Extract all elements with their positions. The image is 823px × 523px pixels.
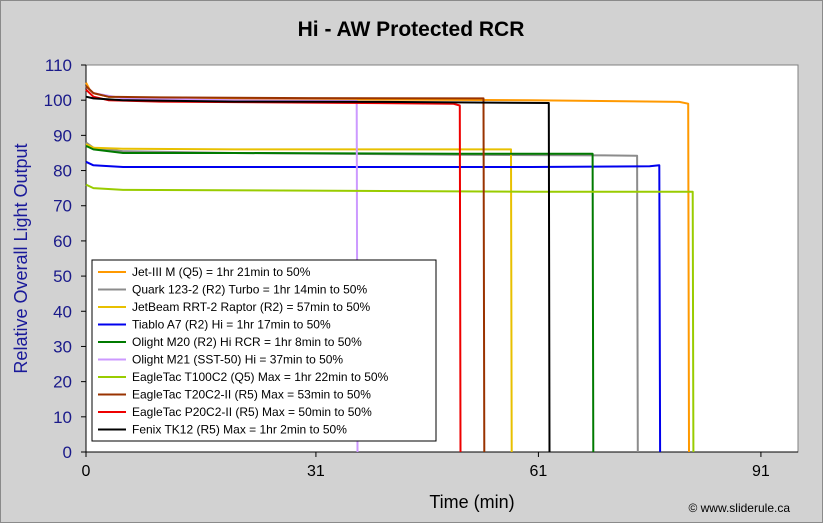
y-tick-label: 40 — [53, 302, 72, 321]
x-axis-label: Time (min) — [429, 492, 514, 512]
legend-label-1: Quark 123-2 (R2) Turbo = 1hr 14min to 50… — [132, 283, 367, 297]
y-tick-label: 0 — [63, 443, 72, 462]
x-tick-label: 31 — [307, 463, 325, 480]
legend-label-9: Fenix TK12 (R5) Max = 1hr 2min to 50% — [132, 423, 347, 437]
series-line-4 — [85, 144, 595, 453]
y-tick-label: 90 — [53, 126, 72, 145]
y-tick-label: 110 — [45, 56, 72, 75]
y-tick-label: 50 — [53, 267, 72, 286]
legend-box — [91, 259, 437, 442]
series-line-6 — [85, 183, 695, 453]
series-line-7 — [85, 85, 486, 453]
series-line-9 — [85, 95, 551, 453]
y-tick-label: 100 — [44, 91, 72, 110]
y-axis-label: Relative Overall Light Output — [11, 143, 31, 373]
series-line-2 — [85, 143, 513, 453]
x-tick-label: 61 — [530, 463, 548, 480]
legend-label-6: EagleTac T100C2 (Q5) Max = 1hr 22min to … — [132, 370, 389, 384]
x-tick-label: 0 — [82, 463, 91, 480]
credit-text: © www.sliderule.ca — [688, 501, 790, 515]
series-line-3 — [85, 160, 662, 453]
legend-label-8: EagleTac P20C2-II (R5) Max = 50min to 50… — [132, 405, 372, 419]
y-tick-label: 10 — [53, 408, 72, 427]
legend-label-3: Tiablo A7 (R2) Hi = 1hr 17min to 50% — [132, 318, 331, 332]
y-tick-label: 30 — [53, 337, 72, 356]
legend-label-5: Olight M21 (SST-50) Hi = 37min to 50% — [132, 353, 343, 367]
y-tick-label: 80 — [53, 162, 72, 181]
chart-title: Hi - AW Protected RCR — [298, 18, 525, 41]
y-tick-label: 60 — [53, 232, 72, 251]
x-tick-label: 91 — [752, 463, 770, 480]
legend-label-0: Jet-III M (Q5) = 1hr 21min to 50% — [132, 265, 311, 279]
legend-label-4: Olight M20 (R2) Hi RCR = 1hr 8min to 50% — [132, 335, 362, 349]
legend-label-7: EagleTac T20C2-II (R5) Max = 53min to 50… — [132, 388, 371, 402]
y-tick-label: 20 — [53, 373, 72, 392]
y-tick-label: 70 — [53, 197, 72, 216]
legend-label-2: JetBeam RRT-2 Raptor (R2) = 57min to 50% — [132, 300, 371, 314]
